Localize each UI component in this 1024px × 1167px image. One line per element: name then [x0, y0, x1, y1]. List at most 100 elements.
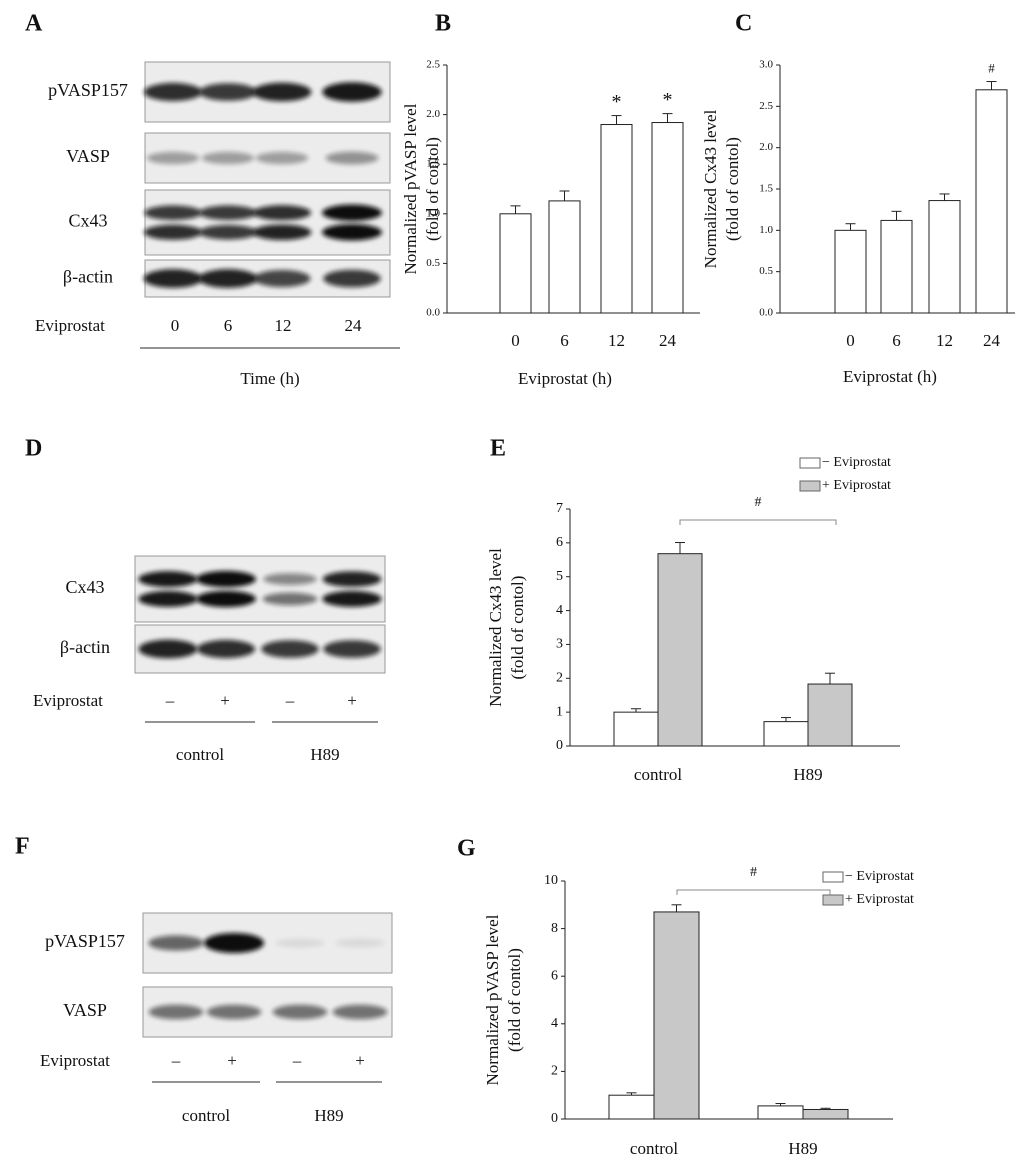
lane-label: 24 — [345, 316, 363, 335]
bar — [928, 200, 961, 314]
blot-band — [198, 269, 258, 288]
blot-band — [255, 151, 309, 165]
group-label: H89 — [314, 1106, 343, 1125]
panel-label: G — [457, 836, 476, 862]
y-tick-label: 0.5 — [426, 257, 440, 269]
blot-box — [134, 555, 386, 623]
blot-band — [146, 151, 200, 165]
x-tick-label: 24 — [983, 331, 1001, 350]
error-bar — [781, 717, 791, 722]
lane-label: + — [227, 1051, 237, 1070]
y-tick-label: 1.5 — [426, 158, 440, 170]
legend-label: − Eviprostat — [845, 869, 914, 884]
bar — [975, 89, 1008, 314]
significance-mark: # — [755, 495, 762, 510]
y-axis-title: Normalized Cx43 level — [701, 109, 720, 268]
x-tick-label: 6 — [892, 331, 901, 350]
y-tick-label: 2.5 — [759, 100, 773, 112]
blot-band — [143, 82, 203, 102]
y-tick-label: 0 — [556, 738, 563, 753]
bar — [613, 711, 659, 747]
blot-band — [138, 639, 198, 659]
significance-bracket — [676, 889, 831, 895]
group-label: control — [176, 745, 224, 764]
lane-label: 6 — [224, 316, 233, 335]
y-tick-label: 2.5 — [426, 59, 440, 71]
y-tick-label: 2.0 — [759, 141, 773, 153]
lane-label: – — [292, 1051, 302, 1070]
bar — [608, 1094, 655, 1120]
x-tick-label: 24 — [659, 331, 677, 350]
bar — [757, 1105, 804, 1120]
panel-label: C — [735, 11, 752, 37]
lane-label: + — [355, 1051, 365, 1070]
x-tick-label: 6 — [560, 331, 569, 350]
treatment-label: Eviprostat — [35, 316, 105, 335]
blot-row-label: pVASP157 — [48, 80, 128, 100]
blot-band — [143, 269, 203, 288]
x-tick-label: control — [630, 1139, 678, 1158]
legend-swatch — [822, 894, 844, 906]
blot-row-label: pVASP157 — [45, 931, 125, 951]
y-axis-title: (fold of contol) — [508, 576, 527, 680]
x-tick-label: 0 — [846, 331, 855, 350]
blot-band — [275, 938, 325, 948]
blot-band — [322, 224, 382, 241]
y-tick-label: 2 — [556, 671, 563, 686]
blot-band — [196, 590, 256, 608]
blot-band — [201, 151, 255, 165]
blot-band — [138, 571, 198, 588]
lane-label: + — [220, 691, 230, 710]
significance-mark: # — [750, 865, 757, 880]
blot-band — [261, 640, 319, 658]
treatment-label: Eviprostat — [40, 1051, 110, 1070]
error-bar — [675, 542, 685, 554]
y-tick-label: 10 — [544, 873, 558, 888]
error-bar — [891, 210, 902, 221]
y-tick-label: 8 — [551, 921, 558, 936]
bar — [600, 124, 633, 314]
bar — [807, 683, 853, 747]
bar — [802, 1108, 849, 1120]
blot-band — [199, 83, 257, 101]
x-tick-label: 0 — [511, 331, 520, 350]
y-axis-title: Normalized pVASP level — [483, 914, 502, 1085]
blot-band — [206, 1004, 262, 1020]
bar — [763, 721, 809, 747]
blot-band — [144, 205, 202, 221]
y-tick-label: 4 — [556, 603, 563, 618]
blot-band — [148, 935, 204, 951]
blot-band — [252, 205, 312, 221]
legend-label: + Eviprostat — [822, 478, 891, 493]
blot-band — [262, 592, 318, 606]
legend-swatch — [799, 457, 821, 469]
bar — [880, 219, 913, 314]
blot-band — [325, 151, 379, 165]
y-tick-label: 1.5 — [759, 183, 773, 195]
blot-band — [252, 82, 312, 102]
y-tick-label: 0 — [551, 1111, 558, 1126]
error-bar — [611, 115, 622, 125]
error-bar — [626, 1092, 637, 1096]
legend-label: + Eviprostat — [845, 892, 914, 907]
bar — [548, 200, 581, 314]
y-tick-label: 3.0 — [759, 59, 773, 71]
legend-swatch — [799, 480, 821, 492]
blot-band — [253, 270, 311, 287]
error-bar — [510, 205, 521, 214]
y-tick-label: 4 — [551, 1016, 558, 1031]
error-bar — [825, 672, 835, 685]
blot-band — [332, 1004, 388, 1020]
blot-band — [138, 590, 198, 607]
blot-band — [335, 938, 385, 948]
lane-label: 0 — [171, 316, 180, 335]
y-tick-label: 6 — [556, 535, 563, 550]
panel-label: B — [435, 11, 451, 37]
x-axis-title: Time (h) — [240, 369, 299, 388]
lane-label: – — [285, 691, 295, 710]
x-tick-label: 12 — [608, 331, 625, 350]
bar — [834, 229, 867, 314]
error-bar — [671, 904, 682, 912]
